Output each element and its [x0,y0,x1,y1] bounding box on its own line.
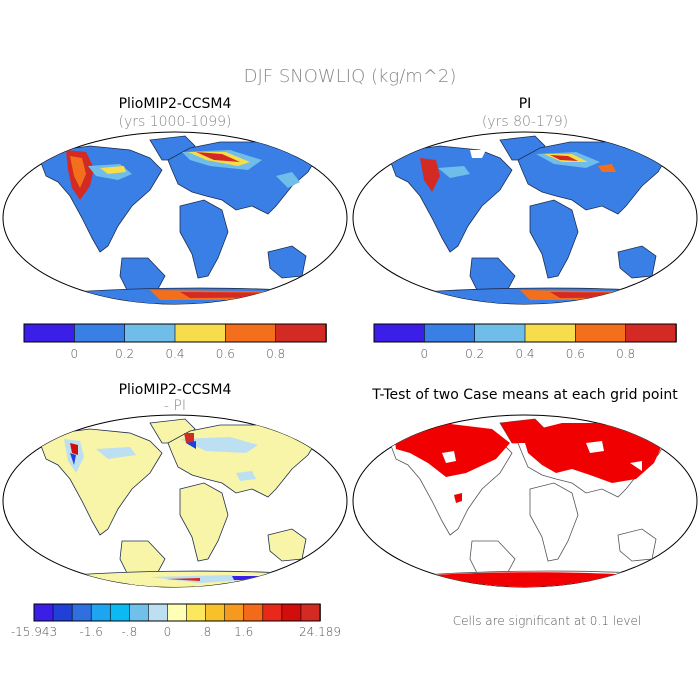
colorbar-bottom-left-tick-label: -15.943 [11,625,57,639]
colorbar-top-left-cell [74,323,126,343]
colorbar-top-right-cell [625,323,677,343]
map-panel-c [2,414,348,588]
colorbar-bottom-left-cell [224,603,245,622]
colorbar-top-right-cell [373,323,426,343]
main-title: DJF SNOWLIQ (kg/m^2) [244,66,457,87]
colorbar-bottom-left-cell [167,603,188,622]
colorbar-bottom-left-cell [90,603,112,622]
colorbar-top-right-cell [524,323,577,343]
colorbar-top-right-tick-label: 0.6 [566,347,585,361]
colorbar-top-right-frame [373,323,677,343]
colorbar-bottom-left-cell [243,603,264,622]
colorbar-top-left-cells [23,323,327,343]
colorbar-top-left-tick-label: 0 [71,347,79,361]
colorbar-bottom-left-cell [71,603,92,622]
colorbar-top-right-tick-label: 0.4 [515,347,534,361]
colorbar-top-left-tick-label: 0.4 [165,347,184,361]
map-c-diff-patches [64,433,262,583]
panel-a-title: PlioMIP2-CCSM4 [119,96,232,112]
colorbar-top-right-tick-label: 0.8 [616,347,635,361]
colorbar-top-right-cells [373,323,677,343]
colorbar-top-right-cell [424,323,476,343]
colorbar-top-right-cell [474,323,526,343]
colorbar-bottom-left-tick-label: 24.189 [299,625,341,639]
panel-a-subtitle: (yrs 1000-1099) [118,114,231,130]
colorbar-top-left-tick-label: 0.2 [115,347,134,361]
colorbar-bottom-left-tick-label: -.8 [121,625,137,639]
colorbar-bottom-left-cell [262,603,283,622]
colorbar-bottom-left-tick-label: 1.6 [234,625,253,639]
colorbar-bottom-left-tick-label: -1.6 [79,625,102,639]
colorbar-bottom-left-cell [109,603,131,622]
colorbar-top-right: 0 0.2 0.4 0.6 0.8 [373,323,677,361]
panel-b-subtitle: (yrs 80-179) [482,114,568,130]
colorbar-bottom-left-tick-label: .8 [200,625,211,639]
map-d-nonsignif-holes [442,441,642,471]
colorbar-top-left-cell [225,323,277,343]
map-panel-a [2,131,348,305]
colorbar-bottom-left-cell [205,603,226,622]
panel-b-title: PI [519,96,532,112]
panel-c-title: PlioMIP2-CCSM4 [119,382,232,398]
colorbar-bottom-left-frame [33,603,321,622]
colorbar-top-left-tick-label: 0.6 [216,347,235,361]
colorbar-bottom-left-cell [281,603,302,622]
colorbar-top-left-cell [124,323,176,343]
colorbar-bottom-left-tick-label: 0 [164,625,172,639]
colorbar-bottom-left-cell [52,603,73,622]
colorbar-top-left-cell [23,323,76,343]
colorbar-bottom-left-cell [148,603,169,622]
panel-d-note: Cells are significant at 0.1 level [453,614,641,628]
map-panel-d [352,414,698,588]
colorbar-top-left-cell [275,323,327,343]
map-panel-b [352,131,698,305]
colorbar-bottom-left-cell [129,603,150,622]
panel-c-subtitle: - PI [164,398,186,414]
colorbar-top-left-tick-label: 0.8 [266,347,285,361]
colorbar-bottom-left-cell [186,603,207,622]
colorbar-top-right-tick-label: 0 [421,347,429,361]
colorbar-top-right-tick-label: 0.2 [465,347,484,361]
panel-d-title: T-Test of two Case means at each grid po… [371,387,678,403]
colorbar-bottom-left: -15.943 -1.6 -.8 0 .8 1.6 24.189 [11,603,341,639]
colorbar-top-right-cell [575,323,627,343]
colorbar-bottom-left-cell [300,603,321,622]
colorbar-bottom-left-cell [33,603,54,622]
colorbar-top-left-cell [174,323,227,343]
colorbar-top-left-frame [23,323,327,343]
colorbar-top-left: 0 0.2 0.4 0.6 0.8 [23,323,327,361]
colorbar-bottom-left-cells [33,603,321,622]
